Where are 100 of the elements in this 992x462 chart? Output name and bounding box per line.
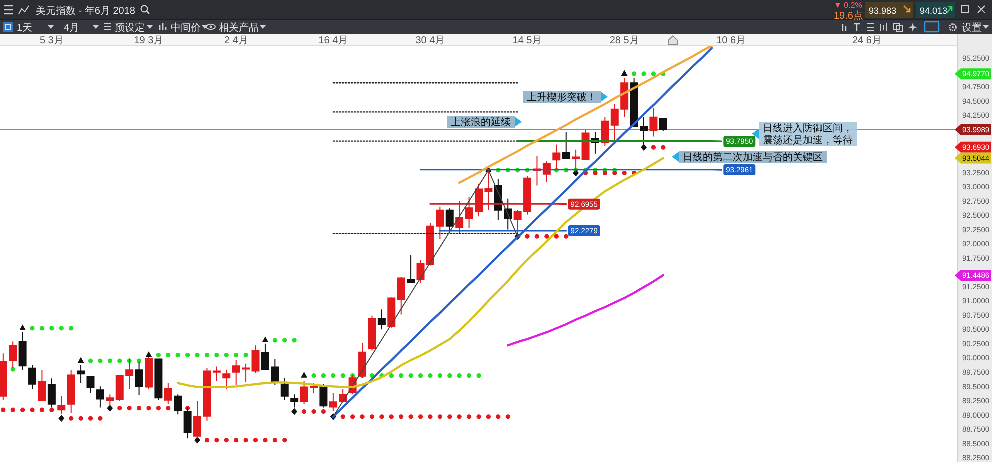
point — [40, 326, 45, 331]
point — [50, 326, 54, 331]
text: 中间价 — [171, 22, 201, 34]
point — [642, 72, 646, 76]
point — [438, 414, 442, 420]
annotation: 上涨浪的延续 — [451, 116, 511, 128]
x-tick-label: 30 4月 — [416, 36, 446, 46]
point — [312, 409, 316, 414]
point — [661, 145, 666, 150]
candlestick — [456, 200, 464, 234]
annotation: 上升楔形突破！ — [527, 92, 597, 104]
text: 相关产品 — [219, 22, 259, 34]
point — [476, 414, 482, 420]
candlestick — [320, 384, 328, 408]
point — [262, 336, 269, 342]
candlestick — [86, 376, 95, 394]
point — [554, 234, 559, 239]
point — [127, 406, 132, 411]
text: 94.013 — [920, 6, 948, 16]
point — [486, 414, 492, 420]
point — [292, 408, 298, 416]
text: 1天 — [17, 23, 33, 34]
point — [632, 72, 637, 76]
line-series — [507, 274, 665, 347]
point — [476, 374, 482, 378]
candlestick — [212, 366, 221, 382]
point — [98, 358, 103, 364]
point — [146, 351, 152, 358]
candlestick — [407, 254, 416, 284]
point — [292, 338, 297, 343]
point — [20, 408, 26, 412]
point — [118, 406, 122, 411]
point — [282, 438, 288, 443]
point — [593, 170, 598, 176]
point — [253, 438, 258, 443]
candlestick — [58, 396, 66, 415]
chart-title: 美元指数 - 年6月 2018 — [36, 5, 136, 17]
point — [525, 234, 530, 239]
candlestick — [77, 364, 86, 384]
point — [214, 352, 220, 358]
point — [331, 374, 336, 378]
text: 设置 — [962, 22, 982, 34]
candlestick — [397, 276, 406, 316]
point — [1, 408, 6, 412]
point — [195, 352, 200, 358]
point — [466, 414, 472, 420]
point — [136, 406, 142, 411]
point — [244, 438, 248, 443]
annotation: 日线进入防御区间，震荡还是加速，等待 — [763, 122, 853, 146]
point — [340, 374, 346, 378]
point — [156, 406, 161, 411]
point — [321, 374, 326, 378]
point — [506, 414, 510, 420]
point — [272, 438, 278, 443]
point — [448, 414, 452, 420]
point — [244, 352, 248, 358]
point — [69, 326, 74, 331]
point — [30, 408, 35, 412]
candlestick — [378, 309, 386, 330]
point — [58, 415, 65, 422]
candlestick — [659, 118, 668, 132]
x-tick-label: 10 6月 — [716, 36, 746, 46]
point — [146, 406, 152, 411]
point — [651, 72, 656, 76]
point — [340, 414, 346, 420]
x-tick-label: 19 3月 — [134, 36, 164, 46]
point — [166, 406, 171, 411]
point — [418, 414, 424, 420]
x-tick-label: 2 4月 — [224, 36, 248, 46]
text: 预设定 — [115, 22, 145, 34]
point — [224, 352, 229, 358]
point — [360, 414, 365, 420]
candlestick — [28, 364, 37, 390]
point — [10, 408, 16, 412]
point — [194, 436, 201, 444]
point — [214, 438, 220, 443]
point — [78, 357, 84, 363]
point — [234, 352, 239, 358]
point — [224, 438, 229, 443]
candlestick — [562, 132, 570, 160]
point — [534, 234, 540, 239]
point — [156, 352, 161, 358]
point — [10, 367, 16, 372]
point — [272, 338, 278, 343]
point — [282, 338, 288, 343]
text: 19.6点 — [834, 10, 864, 22]
point — [166, 352, 171, 358]
candlestick — [154, 358, 163, 401]
point — [176, 352, 180, 358]
x-tick-label: 24 6月 — [852, 36, 882, 46]
candlestick — [601, 116, 610, 147]
point — [418, 374, 424, 378]
point — [50, 408, 54, 412]
point — [612, 170, 618, 176]
point — [399, 414, 404, 420]
point — [98, 416, 103, 421]
point — [234, 438, 239, 443]
point — [466, 374, 472, 378]
point — [312, 374, 316, 378]
point — [88, 416, 94, 421]
